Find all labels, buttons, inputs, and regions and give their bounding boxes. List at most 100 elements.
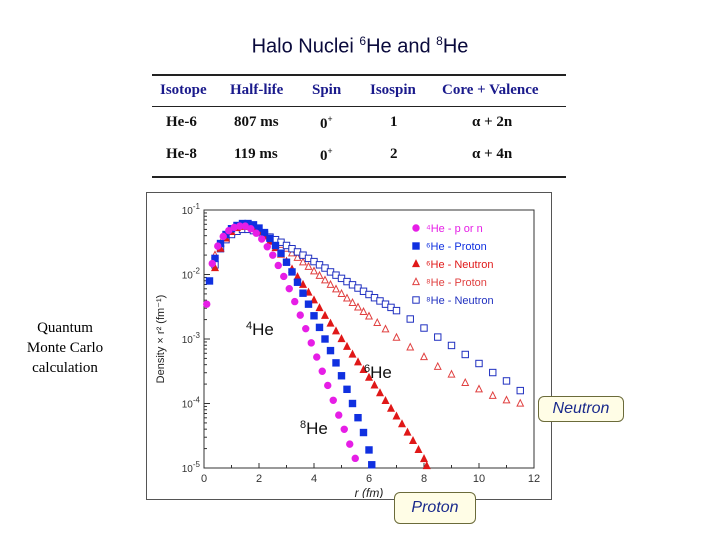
data-point (337, 334, 346, 343)
header-half-life: Half-life (230, 82, 284, 98)
legend-entry: ⁸He - Proton (426, 277, 487, 289)
data-point (461, 377, 470, 386)
data-point (392, 306, 401, 315)
data-point (331, 284, 341, 293)
cell-isospin-he8: 2 (390, 146, 398, 162)
data-point (351, 454, 359, 463)
neutron-callout: Neutron (538, 396, 624, 422)
data-point (392, 411, 401, 420)
density-plot: 0 2 4 6 8 10 12 10-1 10-2 10-3 10-4 10-5 r (fm) Densi… (155, 202, 540, 498)
data-point (291, 297, 299, 306)
data-point (315, 323, 324, 332)
data-point (348, 297, 357, 306)
data-point (348, 349, 357, 358)
cell-core-valence-he6: α + 2n (472, 114, 513, 130)
cell-spin-he6: 0+ (320, 114, 333, 133)
data-point (332, 359, 340, 367)
cell-core-valence-he8: α + 4n (472, 146, 513, 162)
data-point (304, 261, 313, 270)
proton-callout: Proton (394, 492, 476, 524)
data-point (342, 341, 352, 350)
data-point (386, 403, 396, 412)
curve-label: 4He (246, 320, 274, 339)
y-tick-label: 10-3 (182, 331, 201, 346)
data-point (285, 284, 293, 293)
cell-isotope-he6: He-6 (166, 114, 197, 130)
data-point (516, 398, 525, 407)
data-point (298, 257, 308, 266)
cell-half-life-he8: 119 ms (234, 146, 278, 162)
data-point (258, 235, 266, 243)
data-point (392, 332, 401, 341)
legend-marker (412, 224, 420, 232)
header-isotope: Isotope (160, 82, 207, 98)
title-sup-8: 8 (436, 34, 443, 48)
data-point (274, 261, 282, 270)
data-point (252, 229, 260, 237)
data-point (488, 390, 497, 399)
qmc-note-line: Quantum (37, 320, 93, 336)
data-point (364, 372, 374, 381)
data-point (315, 303, 324, 312)
data-point (381, 396, 390, 405)
table-header-rule (152, 106, 566, 107)
cell-spin-he8: 0+ (320, 146, 333, 165)
data-point (406, 342, 415, 351)
title-mid: He and (366, 35, 437, 58)
legend-marker (412, 296, 420, 304)
legend-entry: ⁶He - Neutron (426, 259, 494, 271)
x-tick-label: 6 (366, 473, 372, 485)
data-point (433, 361, 442, 370)
data-point (340, 425, 348, 434)
data-point (287, 248, 297, 257)
legend-entry: ⁶He - Proton (426, 241, 487, 253)
data-point (502, 395, 511, 404)
data-point (266, 234, 274, 243)
data-point (282, 258, 291, 266)
data-point (447, 369, 456, 378)
data-point (335, 411, 343, 419)
data-point (354, 413, 362, 422)
data-point (373, 317, 382, 326)
data-point (313, 353, 321, 361)
x-tick-label: 10 (473, 473, 485, 485)
data-point (315, 270, 324, 279)
data-point (461, 350, 469, 359)
data-point (307, 339, 315, 347)
data-point (343, 385, 351, 394)
data-point (516, 386, 524, 395)
data-point (326, 318, 335, 327)
data-point (320, 310, 330, 319)
data-point (326, 346, 335, 355)
data-point (489, 368, 497, 377)
data-point (219, 232, 227, 241)
cell-half-life-he6: 807 ms (234, 114, 279, 130)
cell-isospin-he6: 1 (390, 114, 398, 130)
data-point (280, 272, 288, 281)
header-core-valence: Core + Valence (442, 82, 539, 98)
data-point (419, 352, 429, 361)
data-point (359, 428, 368, 437)
title-sup-6: 6 (359, 34, 367, 48)
x-tick-label: 0 (201, 473, 207, 485)
spin-value: 0 (320, 116, 328, 132)
data-point (342, 293, 352, 302)
x-tick-label: 12 (528, 473, 540, 485)
data-point (419, 454, 429, 463)
data-point (329, 396, 337, 404)
legend-marker (412, 242, 420, 250)
data-point (310, 312, 318, 320)
spin-parity: + (327, 114, 333, 124)
data-point (318, 367, 326, 375)
data-point (214, 242, 222, 250)
data-point (397, 419, 407, 428)
data-point (337, 288, 346, 297)
data-point (205, 277, 214, 285)
data-point (320, 275, 330, 284)
data-point (408, 435, 418, 445)
data-point (348, 399, 357, 408)
title-prefix: Halo Nuclei (251, 35, 360, 58)
curve-label: 8He (300, 419, 328, 438)
title-suffix: He (442, 35, 469, 58)
x-axis-label: r (fm) (355, 486, 384, 498)
